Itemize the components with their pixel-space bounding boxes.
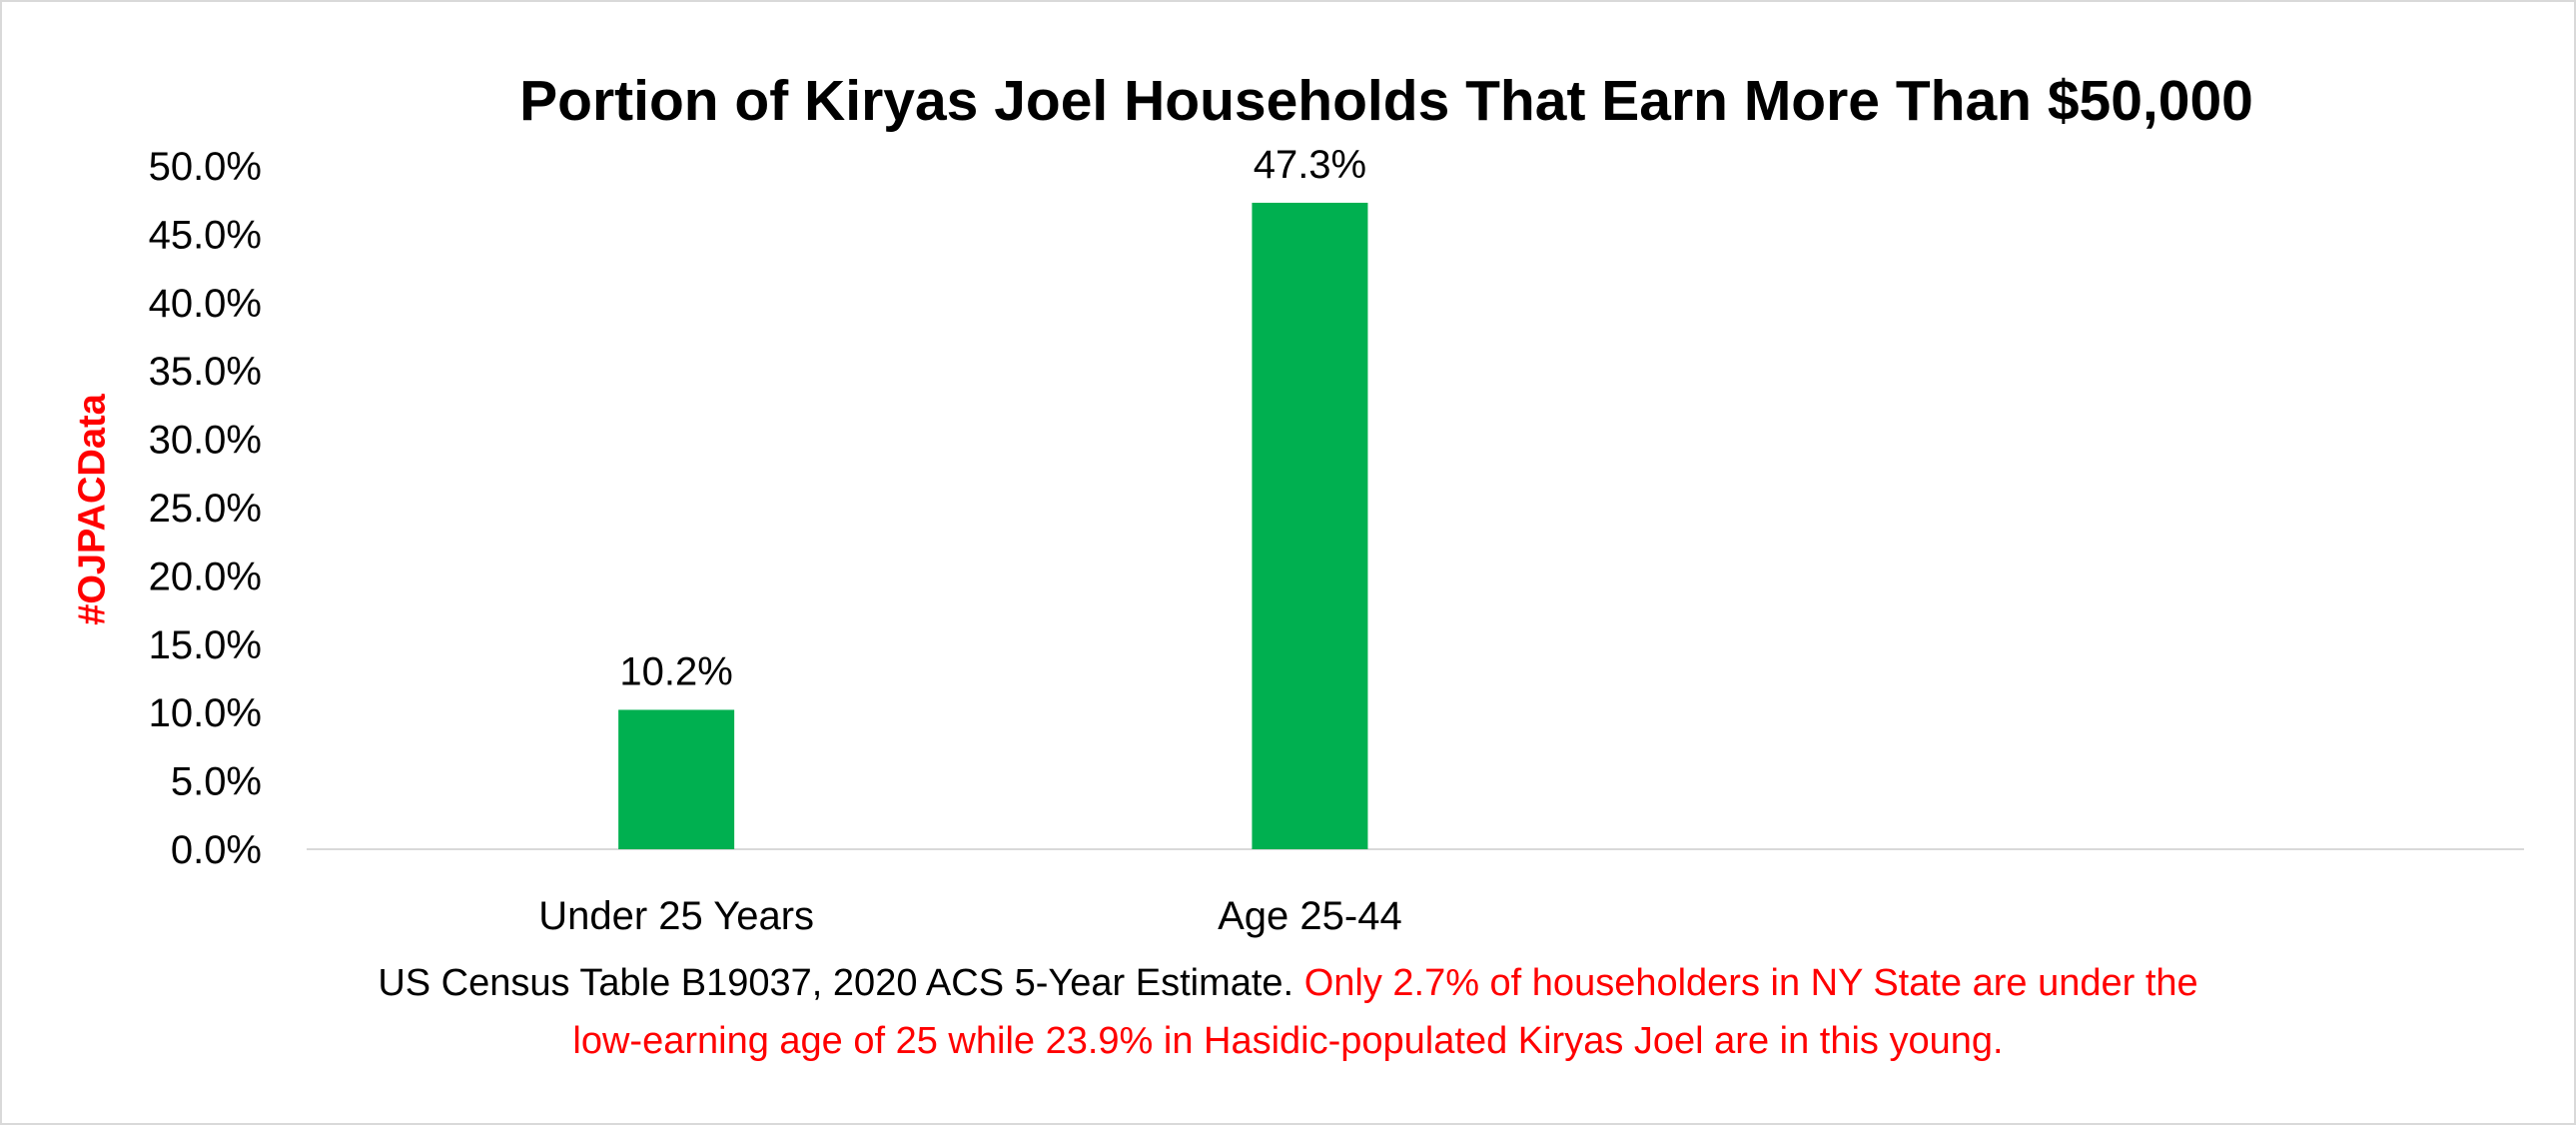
y-tick-label: 25.0%: [149, 487, 262, 531]
y-tick-label: 5.0%: [171, 760, 262, 804]
data-labels: 10.2% 47.3%: [619, 143, 1366, 694]
footnote-line-1: US Census Table B19037, 2020 ACS 5-Year …: [2, 954, 2574, 1012]
bar-value-label: 47.3%: [1254, 143, 1366, 187]
y-tick-label: 50.0%: [149, 145, 262, 189]
y-tick-label: 15.0%: [149, 623, 262, 667]
y-tick-label: 10.0%: [149, 691, 262, 735]
x-category-label: Under 25 Years: [538, 894, 814, 938]
y-axis-tick-labels: 0.0% 5.0% 10.0% 15.0% 20.0% 25.0% 30.0% 35.0% 40…: [149, 145, 262, 872]
y-tick-label: 40.0%: [149, 282, 262, 326]
bar-value-label: 10.2%: [619, 649, 732, 693]
footnote: US Census Table B19037, 2020 ACS 5-Year …: [2, 954, 2574, 1070]
footnote-note-part-1: Only 2.7% of householders in NY State ar…: [1303, 962, 2198, 1004]
x-category-label: Age 25-44: [1218, 894, 1402, 938]
y-tick-label: 45.0%: [149, 213, 262, 257]
bar: [618, 709, 735, 849]
y-tick-label: 35.0%: [149, 350, 262, 394]
y-tick-label: 30.0%: [149, 419, 262, 463]
bar: [1252, 202, 1368, 849]
y-tick-label: 0.0%: [171, 828, 262, 872]
bars: [618, 202, 1368, 849]
chart-title: Portion of Kiryas Joel Households That E…: [519, 69, 2253, 133]
footnote-source: US Census Table B19037, 2020 ACS 5-Year …: [378, 962, 1294, 1004]
y-tick-label: 20.0%: [149, 555, 262, 598]
x-axis-category-labels: Under 25 Years Age 25-44: [538, 894, 1401, 938]
footnote-note-part-2: low-earning age of 25 while 23.9% in Has…: [572, 1020, 2004, 1062]
